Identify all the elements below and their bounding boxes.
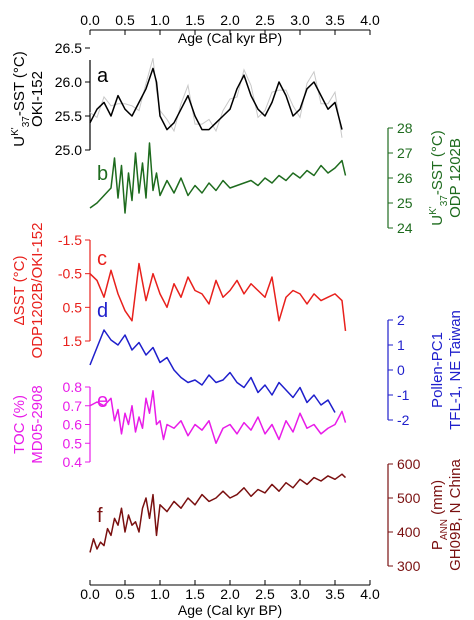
bottom-x-ticks: 0.0 0.5 1.0 1.5 2.0 2.5 3.0 3.5 4.0 bbox=[80, 580, 380, 602]
panel-d-y-tick-label: 1 bbox=[397, 337, 405, 353]
bottom-x-tick-label: 1.5 bbox=[185, 586, 205, 602]
bottom-x-tick-label: 2.0 bbox=[220, 586, 240, 602]
panel-f-series-line bbox=[89, 473, 347, 553]
panel-e-y-tick-label: 0.7 bbox=[63, 398, 83, 414]
top-x-ticks: 0.0 0.5 1.0 1.5 2.0 2.5 3.0 3.5 4.0 bbox=[80, 12, 380, 35]
panel-b-series-line bbox=[89, 142, 347, 214]
panel-f-y-tick-label: 400 bbox=[397, 524, 421, 540]
panel-a-ylabel-2: OKI-152 bbox=[29, 71, 46, 127]
top-x-tick-label: 3.0 bbox=[290, 12, 310, 28]
panel-e-series-line bbox=[89, 390, 347, 444]
panel-d-ylabel-2: TFL-1, NE Taiwan bbox=[447, 310, 464, 430]
top-x-tick-label: 1.0 bbox=[150, 12, 170, 28]
panel-b-ylabel-1: UK'37-SST (°C) bbox=[428, 130, 450, 225]
panel-e-y-tick-label: 0.5 bbox=[63, 435, 83, 451]
panel-b-letter: b bbox=[97, 163, 108, 185]
bottom-x-tick-label: 3.5 bbox=[325, 586, 345, 602]
panel-f-y-tick-label: 600 bbox=[397, 456, 421, 472]
top-x-tick-label: 4.0 bbox=[360, 12, 380, 28]
panel-f-ylabel-1: PANN (mm) bbox=[429, 480, 450, 550]
panel-c-y-tick-label: 0.5 bbox=[63, 299, 83, 315]
panel-b: 24 25 26 27 28 b UK'37-SST (°C) ODP 1202B bbox=[89, 120, 464, 236]
panel-e-ylabel-2: MD05-2908 bbox=[29, 385, 46, 463]
panel-f: 300 400 500 600 f PANN (mm) GH09B, N China bbox=[89, 456, 464, 574]
bottom-x-tick-label: 0.5 bbox=[115, 586, 135, 602]
top-x-axis: 0.0 0.5 1.0 1.5 2.0 2.5 3.0 3.5 4.0 Age (Cal kyr… bbox=[80, 12, 380, 46]
top-x-tick-label: 1.5 bbox=[185, 12, 205, 28]
panel-d-ylabel-1: Pollen-PC1 bbox=[429, 332, 446, 408]
bottom-x-tick-label: 3.0 bbox=[290, 586, 310, 602]
panel-e-y-tick-label: 0.4 bbox=[63, 454, 83, 470]
panel-f-ylabel-2: GH09B, N China bbox=[447, 458, 464, 570]
panel-a: 25.0 25.5 26.0 26.5 a UK'37-SST (°C) OKI-152 bbox=[10, 40, 343, 158]
panel-d-y-tick-label: 2 bbox=[397, 312, 405, 328]
bottom-x-tick-label: 2.5 bbox=[255, 586, 275, 602]
top-x-tick-label: 2.0 bbox=[220, 12, 240, 28]
top-x-axis-label: Age (Cal kyr BP) bbox=[178, 30, 282, 46]
panel-e: 0.4 0.5 0.6 0.7 0.8 e TOC (%) MD05-2908 bbox=[11, 379, 347, 470]
panel-b-y-tick-label: 26 bbox=[397, 170, 413, 186]
panel-d: -2 -1 0 1 2 d Pollen-PC1 TFL-1, NE Taiwan bbox=[89, 300, 464, 430]
panel-a-y-tick-label: 26.5 bbox=[55, 40, 82, 56]
panel-c-y-tick-label: -1.5 bbox=[58, 232, 82, 248]
panel-e-ylabel-1: TOC (%) bbox=[11, 395, 28, 454]
top-x-tick-label: 0.5 bbox=[115, 12, 135, 28]
panel-a-y-tick-label: 26.0 bbox=[55, 74, 82, 90]
panel-a-ylabel-1: UK'37-SST (°C) bbox=[10, 51, 32, 146]
bottom-x-axis-label: Age (Cal kyr BP) bbox=[178, 602, 282, 618]
panel-c-ylabel-2: ODP1202B/OKI-152 bbox=[29, 223, 46, 359]
panel-b-y-tick-label: 25 bbox=[397, 195, 413, 211]
panel-d-series-line bbox=[89, 329, 336, 413]
panel-c-ylabel-1: ΔSST (°C) bbox=[11, 256, 28, 326]
panel-e-y-tick-label: 0.6 bbox=[63, 417, 83, 433]
bottom-x-tick-label: 1.0 bbox=[150, 586, 170, 602]
panel-b-y-tick-label: 27 bbox=[397, 145, 413, 161]
panel-f-y-tick-label: 300 bbox=[397, 558, 421, 574]
top-x-tick-label: 3.5 bbox=[325, 12, 345, 28]
panel-b-y-tick-label: 24 bbox=[397, 220, 413, 236]
panel-c: -1.5 -0.5 0.5 1.5 c ΔSST (°C) ODP1202B/OKI-152 bbox=[11, 223, 347, 359]
panel-c-letter: c bbox=[97, 248, 107, 270]
panel-a-letter: a bbox=[97, 65, 109, 87]
top-x-tick-label: 0.0 bbox=[80, 12, 100, 28]
panel-d-letter: d bbox=[97, 300, 108, 322]
top-x-tick-label: 2.5 bbox=[255, 12, 275, 28]
panel-c-series-line bbox=[89, 262, 347, 331]
panel-a-y-tick-label: 25.5 bbox=[55, 108, 82, 124]
panel-f-letter: f bbox=[97, 505, 103, 527]
panel-a-y-tick-label: 25.0 bbox=[55, 142, 82, 158]
bottom-x-tick-label: 0.0 bbox=[80, 586, 100, 602]
panel-d-y-tick-label: -1 bbox=[397, 387, 410, 403]
panel-e-y-tick-label: 0.8 bbox=[63, 379, 83, 395]
panel-c-y-tick-label: 1.5 bbox=[63, 333, 83, 349]
panel-a-series-line bbox=[89, 67, 343, 131]
panel-c-y-tick-label: -0.5 bbox=[58, 266, 82, 282]
panel-d-y-tick-label: -2 bbox=[397, 412, 410, 428]
bottom-x-tick-label: 4.0 bbox=[360, 586, 380, 602]
panel-e-letter: e bbox=[97, 390, 108, 412]
panel-d-y-tick-label: 0 bbox=[397, 362, 405, 378]
panel-f-y-tick-label: 500 bbox=[397, 490, 421, 506]
panel-b-y-tick-label: 28 bbox=[397, 120, 413, 136]
bottom-x-axis: 0.0 0.5 1.0 1.5 2.0 2.5 3.0 3.5 4.0 Age (Cal kyr… bbox=[80, 580, 380, 618]
panel-b-ylabel-2: ODP 1202B bbox=[447, 138, 464, 218]
